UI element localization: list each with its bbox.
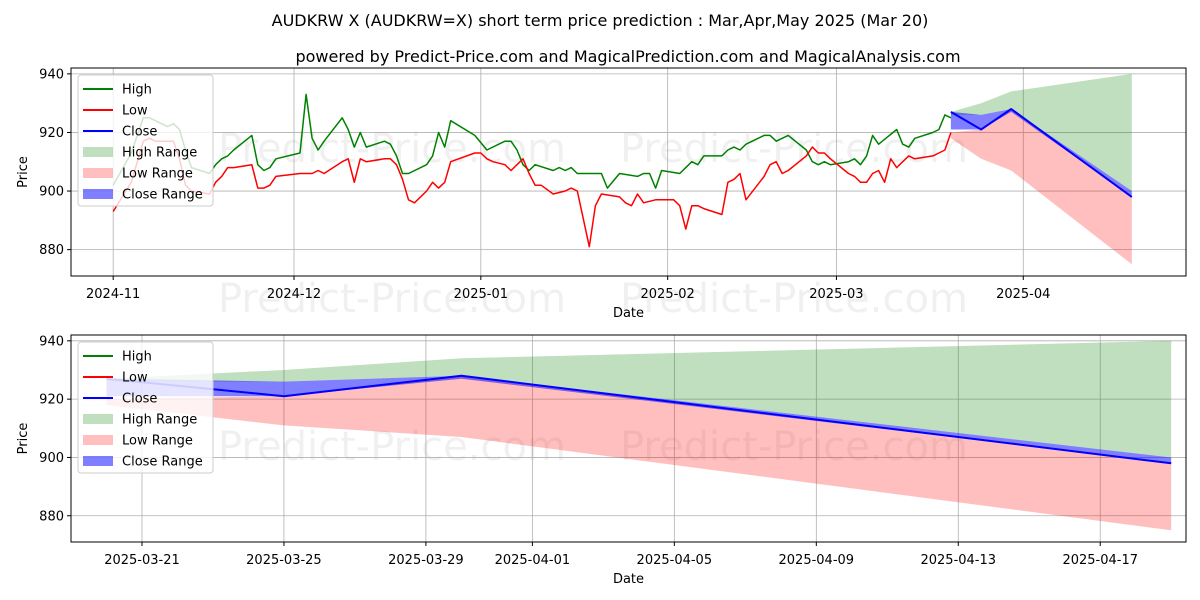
top-y-tick-label: 940 — [39, 67, 64, 82]
bottom-legend-label-high: High — [122, 350, 152, 365]
bottom-x-tick-label: 2025-04-05 — [637, 553, 713, 568]
bottom-y-axis-label: Price — [16, 423, 31, 455]
top-legend-label-close: Close — [122, 125, 157, 140]
top-legend-swatch-close-range — [83, 189, 113, 199]
top-y-axis-label: Price — [16, 156, 31, 188]
top-legend-label-high: High — [122, 83, 152, 98]
chart-title: AUDKRW X (AUDKRW=X) short term price pre… — [272, 11, 929, 30]
top-x-axis-label: Date — [613, 306, 644, 321]
top-panel: Predict-Price.com Predict-Price.com Predic… — [16, 67, 1187, 322]
top-y-tick-label: 920 — [39, 126, 64, 141]
bottom-panel: Predict-Price.com Predict-Price.com2025-0… — [16, 334, 1187, 587]
top-axes-frame — [70, 67, 1187, 277]
bottom-y-tick-label: 900 — [39, 451, 64, 466]
bottom-high-range-band — [106, 340, 1172, 458]
bottom-x-tick-label: 2025-04-17 — [1062, 553, 1138, 568]
bottom-legend-swatch-close-range — [83, 456, 113, 466]
top-low-line — [112, 132, 952, 248]
bottom-axes-frame — [70, 334, 1187, 543]
top-x-tick-label: 2025-01 — [454, 287, 508, 302]
bottom-watermark-1: Predict-Price.com — [218, 424, 566, 470]
top-watermark-1: Predict-Price.com — [218, 126, 566, 172]
bottom-x-tick-label: 2025-03-25 — [246, 553, 322, 568]
bottom-legend-swatch-high-range — [83, 414, 113, 424]
top-x-tick-label: 2025-02 — [641, 287, 695, 302]
top-x-tick-label: 2024-12 — [267, 287, 321, 302]
bottom-legend-label-high-range: High Range — [122, 413, 197, 428]
top-close-line — [950, 108, 1133, 198]
top-y-tick-label: 900 — [39, 185, 64, 200]
top-low-range-band — [950, 109, 1132, 265]
bottom-y-tick-label: 920 — [39, 393, 64, 408]
top-legend-label-close-range: Close Range — [122, 188, 203, 203]
top-y-tick-label: 880 — [39, 243, 64, 258]
bottom-y-tick-label: 940 — [39, 334, 64, 349]
bottom-legend-label-low-range: Low Range — [122, 434, 193, 449]
top-high-line — [112, 93, 952, 189]
bottom-legend-swatch-low-range — [83, 435, 113, 445]
bottom-x-tick-label: 2025-04-01 — [495, 553, 571, 568]
top-legend-box — [77, 74, 214, 207]
top-watermark-4: Predict-Price.com — [620, 276, 968, 322]
top-legend: High Low Close High Range Low Range Close Ran… — [77, 74, 214, 207]
bottom-low-range-band — [106, 375, 1172, 531]
bottom-x-tick-label: 2025-03-29 — [388, 553, 464, 568]
bottom-x-tick-label: 2025-04-09 — [779, 553, 855, 568]
bottom-x-axis-label: Date — [613, 572, 644, 587]
bottom-x-tick-label: 2025-03-21 — [104, 553, 180, 568]
top-legend-swatch-high-range — [83, 147, 113, 157]
top-x-tick-label: 2024-11 — [86, 287, 140, 302]
top-x-tick-label: 2025-04 — [996, 287, 1050, 302]
top-legend-label-high-range: High Range — [122, 146, 197, 161]
top-legend-label-low: Low — [122, 104, 148, 119]
bottom-legend-label-low: Low — [122, 371, 148, 386]
bottom-legend-label-close-range: Close Range — [122, 455, 203, 470]
top-close-range-band — [950, 109, 1132, 197]
chart-subtitle: powered by Predict-Price.com and Magical… — [295, 47, 960, 66]
top-high-range-band — [950, 73, 1132, 191]
bottom-legend-label-close: Close — [122, 392, 157, 407]
top-legend-swatch-low-range — [83, 168, 113, 178]
bottom-legend: High Low Close High Range Low Range Close Ran… — [77, 341, 214, 474]
bottom-y-tick-label: 880 — [39, 509, 64, 524]
top-watermark-3: Predict-Price.com — [218, 276, 566, 322]
bottom-legend-box — [77, 341, 214, 474]
top-legend-label-low-range: Low Range — [122, 167, 193, 182]
top-watermark-2: Predict-Price.com — [620, 126, 968, 172]
bottom-x-tick-label: 2025-04-13 — [920, 553, 996, 568]
top-x-tick-label: 2025-03 — [809, 287, 863, 302]
